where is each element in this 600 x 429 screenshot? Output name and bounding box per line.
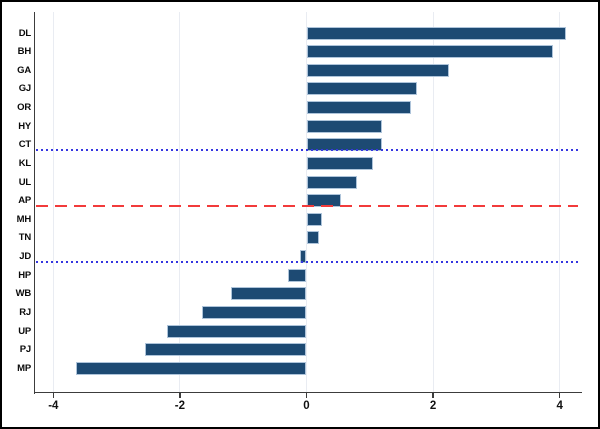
y-tick-label: WB (15, 288, 32, 300)
bar (287, 268, 307, 282)
x-gridline (432, 12, 434, 393)
y-tick-label: MH (16, 213, 32, 225)
x-tick-mark (558, 393, 561, 398)
y-tick-label: OR (17, 102, 31, 114)
bar (75, 361, 307, 375)
y-tick-label: GA (17, 64, 31, 76)
bar (306, 63, 449, 77)
y-tick-label: KL (18, 157, 31, 169)
bar (300, 250, 307, 264)
y-tick-label: CT (18, 139, 31, 151)
bar (167, 324, 307, 338)
y-tick-label: MP (17, 362, 31, 374)
bar (306, 45, 554, 59)
x-tick-label: 2 (429, 400, 437, 412)
y-tick-label: UL (18, 176, 31, 188)
y-tick-label: GJ (18, 83, 31, 95)
x-tick-mark (432, 393, 434, 398)
bar (306, 194, 342, 208)
x-gridline (179, 12, 181, 393)
y-tick-label: BH (17, 46, 32, 58)
y-tick-label: TN (18, 232, 31, 244)
reference-line-ap-dashed (36, 204, 578, 207)
y-tick-label: AP (18, 195, 31, 207)
bar (306, 156, 373, 170)
y-tick-label: HP (18, 269, 31, 281)
x-tick-mark (179, 393, 181, 398)
bar (145, 343, 307, 357)
bar (306, 26, 566, 40)
bar (306, 82, 418, 96)
x-tick-label: -2 (174, 400, 186, 412)
y-tick-label: DL (18, 27, 31, 39)
x-tick-label: 0 (303, 400, 310, 412)
bar (306, 119, 383, 133)
y-tick-label: RJ (19, 306, 31, 318)
x-gridline (559, 12, 561, 393)
x-tick-label: 4 (556, 400, 563, 412)
bar (306, 101, 411, 115)
bar (306, 212, 323, 226)
bar (306, 138, 383, 152)
bar (202, 305, 307, 319)
reference-line-jd-dotted (36, 260, 578, 263)
y-tick-label: JD (19, 251, 31, 263)
x-tick-mark (305, 393, 308, 398)
bar (306, 231, 320, 245)
bar (306, 175, 358, 189)
x-tick-mark (52, 393, 55, 398)
y-tick-label: UP (18, 325, 31, 337)
x-gridline (52, 12, 54, 393)
y-tick-label: PJ (19, 344, 31, 356)
reference-line-ct-dotted (36, 148, 578, 151)
y-axis-line (33, 12, 35, 394)
y-tick-label: HY (18, 120, 31, 132)
x-tick-label: -4 (48, 400, 59, 412)
bar (230, 287, 307, 301)
x-axis-line (33, 391, 582, 393)
